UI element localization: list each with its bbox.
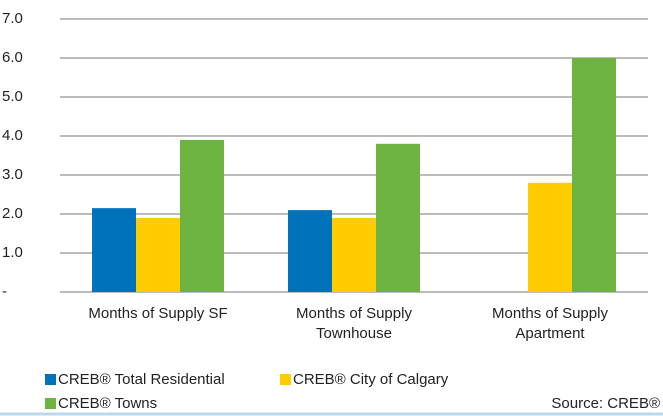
legend-swatch xyxy=(280,374,291,385)
y-tick-label: 5.0 xyxy=(2,88,23,105)
y-tick-label: 4.0 xyxy=(2,127,23,144)
bar xyxy=(136,217,180,292)
y-tick-label: 1.0 xyxy=(2,244,23,261)
x-tick-label: Months of Supply Townhouse xyxy=(296,305,412,342)
y-tick-label: 6.0 xyxy=(2,49,23,66)
bar xyxy=(376,143,420,292)
bar xyxy=(572,58,616,292)
y-tick-label: 3.0 xyxy=(2,166,23,183)
legend-label: CREB® City of Calgary xyxy=(293,371,449,388)
bar xyxy=(288,210,332,292)
y-tick-label: 7.0 xyxy=(2,10,23,27)
x-tick-label: Months of Supply SF xyxy=(88,305,227,322)
legend-swatch xyxy=(45,398,56,409)
y-tick-label: - xyxy=(2,283,7,300)
bar xyxy=(528,182,572,292)
bar xyxy=(332,217,376,292)
legend-label: CREB® Total Residential xyxy=(58,371,225,388)
y-tick-label: 2.0 xyxy=(2,205,23,222)
bar xyxy=(92,208,136,292)
legend-swatch xyxy=(45,374,56,385)
legend-label: CREB® Towns xyxy=(58,395,157,412)
x-tick-label: Months of Supply Apartment xyxy=(492,305,608,342)
bar xyxy=(180,139,224,292)
source-note: Source: CREB® xyxy=(551,395,660,412)
